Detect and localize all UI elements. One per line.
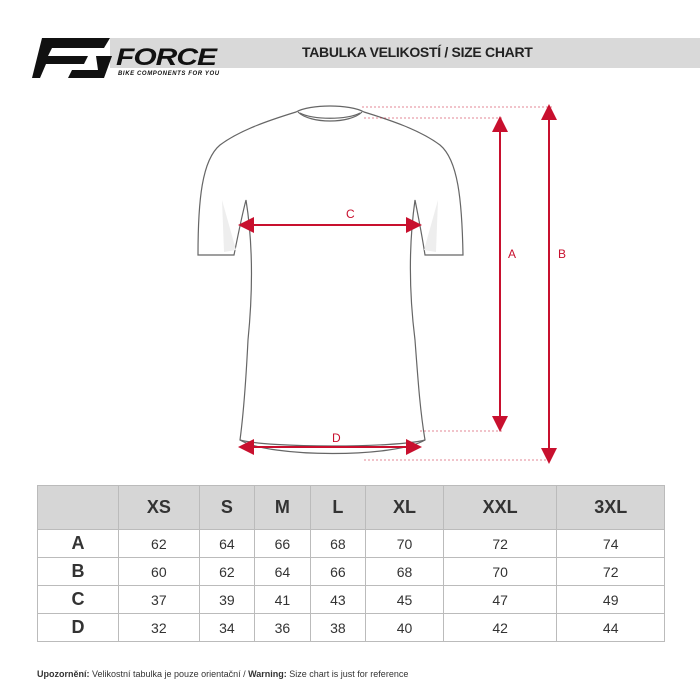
table-cell: 38	[309, 613, 367, 642]
title-banner	[110, 38, 700, 68]
table-cell: 43	[309, 585, 367, 614]
table-cell: 70	[365, 529, 444, 558]
page-title: TABULKA VELIKOSTÍ / SIZE CHART	[302, 44, 533, 60]
table-cell: 60	[118, 557, 200, 586]
row-label: D	[37, 613, 119, 642]
warning-cz-label: Upozornění:	[37, 669, 90, 679]
table-cell: 72	[442, 529, 558, 558]
table-cell: 68	[365, 557, 444, 586]
row-label: B	[37, 557, 119, 586]
col-header: XS	[118, 485, 200, 530]
table-cell: 72	[556, 557, 665, 586]
brand-name: FORCE	[116, 44, 217, 71]
table-cell: 64	[198, 529, 256, 558]
brand-tagline: BIKE COMPONENTS FOR YOU	[118, 71, 220, 77]
col-header: 3XL	[556, 485, 665, 530]
force-logo-icon	[32, 38, 112, 78]
table-cell: 45	[365, 585, 444, 614]
table-cell: 42	[442, 613, 558, 642]
jersey-outline	[197, 105, 464, 455]
table-cell: 36	[254, 613, 311, 642]
col-header: XL	[365, 485, 444, 530]
table-cell: 40	[365, 613, 444, 642]
col-header: XXL	[442, 485, 558, 530]
measure-arrows	[238, 104, 557, 464]
table-cell: 34	[198, 613, 256, 642]
jersey-diagram: C D A B	[197, 104, 566, 464]
table-cell: 32	[118, 613, 200, 642]
warning-note: Upozornění: Velikostní tabulka je pouze …	[37, 669, 408, 679]
col-header: L	[309, 485, 367, 530]
warning-en-label: Warning:	[248, 669, 287, 679]
table-cell: 66	[254, 529, 311, 558]
table-cell: 62	[118, 529, 200, 558]
warning-cz-text: Velikostní tabulka je pouze orientační /	[89, 669, 249, 679]
table-cell: 62	[198, 557, 256, 586]
label-d: D	[332, 431, 341, 445]
size-table: XS S M L XL XXL 3XL A 62 64 66 68 70 72 74 B 60 62…	[37, 485, 665, 642]
table-row: C 37 39 41 43 45 47 49	[37, 585, 665, 614]
table-cell: 70	[442, 557, 558, 586]
label-b: B	[558, 247, 566, 261]
label-c: C	[346, 207, 355, 221]
table-cell: 74	[556, 529, 665, 558]
table-cell: 66	[309, 557, 367, 586]
row-label: C	[37, 585, 119, 614]
table-cell: 47	[442, 585, 558, 614]
table-cell: 49	[556, 585, 665, 614]
table-row: D 32 34 36 38 40 42 44	[37, 613, 665, 642]
table-cell: 39	[198, 585, 256, 614]
table-cell: 44	[556, 613, 665, 642]
table-cell: 68	[309, 529, 367, 558]
label-a: A	[508, 247, 516, 261]
table-cell: 37	[118, 585, 200, 614]
table-row: A 62 64 66 68 70 72 74	[37, 529, 665, 558]
row-label: A	[37, 529, 119, 558]
table-header-row: XS S M L XL XXL 3XL	[37, 485, 665, 530]
col-header: S	[198, 485, 256, 530]
col-header: M	[254, 485, 311, 530]
table-cell: 41	[254, 585, 311, 614]
table-cell: 64	[254, 557, 311, 586]
warning-en-text: Size chart is just for reference	[286, 669, 409, 679]
table-row: B 60 62 64 66 68 70 72	[37, 557, 665, 586]
